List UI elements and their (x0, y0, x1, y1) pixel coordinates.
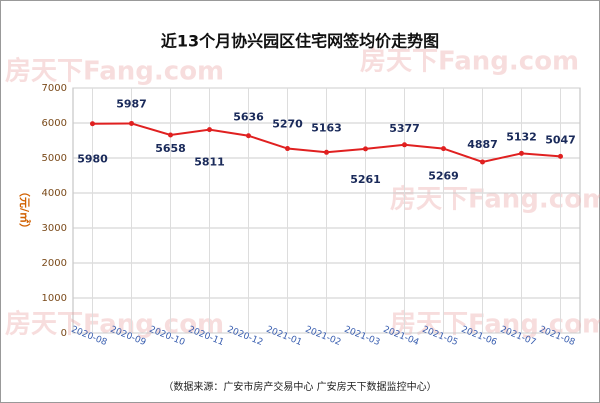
marker (90, 121, 95, 127)
data-label: 5980 (77, 153, 108, 166)
data-label: 5987 (116, 97, 147, 110)
data-label: 5811 (194, 156, 225, 169)
marker (558, 153, 563, 159)
marker (246, 133, 251, 139)
data-label: 5658 (155, 142, 186, 155)
y-tick-label: 2000 (42, 258, 67, 269)
data-label: 5261 (350, 173, 381, 186)
marker (207, 127, 212, 133)
y-tick-label: 7000 (42, 83, 67, 94)
y-tick-label: 6000 (42, 118, 67, 129)
marker (324, 149, 329, 155)
watermark: 房天下Fang.com (5, 310, 224, 340)
data-label: 5163 (311, 121, 342, 134)
y-axis-label: （元/㎡） (18, 186, 32, 234)
y-tick-label: 1000 (42, 293, 67, 304)
data-label: 5636 (233, 111, 264, 124)
data-label: 4887 (467, 138, 498, 151)
watermark: 房天下Fang.com (5, 57, 224, 87)
watermark: 房天下Fang.com (390, 185, 600, 215)
data-label: 5269 (428, 170, 459, 183)
y-tick-label: 0 (61, 328, 67, 339)
data-label: 5047 (545, 133, 576, 146)
chart-title: 近13个月协兴园区住宅网签均价走势图 (161, 32, 439, 51)
marker (168, 132, 173, 138)
data-label: 5377 (389, 122, 420, 135)
source-note: （数据来源：广安市房产交易中心 广安房天下数据监控中心） (163, 380, 436, 393)
marker (285, 146, 290, 152)
y-tick-label: 4000 (42, 188, 67, 199)
marker (402, 142, 407, 148)
data-label: 5270 (272, 118, 303, 131)
data-label: 5132 (506, 130, 537, 143)
marker (519, 150, 524, 156)
watermark: 房天下Fang.com (390, 310, 600, 340)
marker (363, 146, 368, 152)
marker (129, 120, 134, 126)
y-tick-label: 3000 (42, 223, 67, 234)
marker (441, 146, 446, 152)
y-tick-label: 5000 (42, 153, 67, 164)
watermark: 房天下Fang.com (360, 47, 579, 77)
marker (480, 159, 485, 165)
